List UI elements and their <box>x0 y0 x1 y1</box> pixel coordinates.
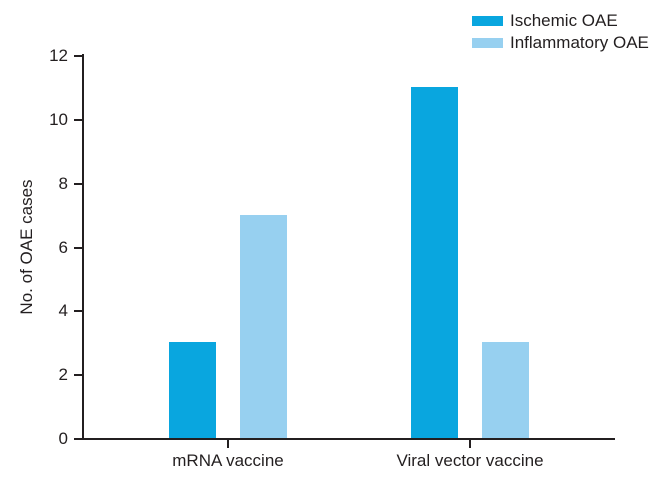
bar-inflammatory-1 <box>482 342 529 438</box>
legend-swatch-inflammatory-icon <box>472 38 503 48</box>
chart-legend: Ischemic OAE Inflammatory OAE <box>472 10 649 54</box>
y-axis-tick <box>74 246 82 249</box>
y-axis-tick-label: 6 <box>58 237 68 257</box>
y-axis-tick-label: 2 <box>58 365 68 385</box>
x-axis-line <box>82 438 615 440</box>
y-axis-tick-label: 4 <box>58 301 68 321</box>
y-axis-line <box>82 54 84 440</box>
legend-label-inflammatory: Inflammatory OAE <box>510 33 649 52</box>
y-axis-tick <box>74 374 82 377</box>
legend-item-inflammatory: Inflammatory OAE <box>472 32 649 54</box>
legend-item-ischemic: Ischemic OAE <box>472 10 649 32</box>
bar-inflammatory-0 <box>240 214 287 438</box>
x-axis-category-label: mRNA vaccine <box>172 451 284 470</box>
y-axis-tick <box>74 182 82 185</box>
legend-swatch-ischemic-icon <box>472 16 503 26</box>
y-axis-tick <box>74 438 82 440</box>
x-axis-tick <box>227 440 229 448</box>
bar-ischemic-1 <box>411 86 458 438</box>
y-axis-tick-label: 0 <box>58 429 68 448</box>
y-axis-tick <box>74 310 82 313</box>
x-axis-category-label: Viral vector vaccine <box>396 451 544 470</box>
y-axis-tick-label: 8 <box>58 173 68 193</box>
x-axis-tick <box>469 440 471 448</box>
y-axis-tick-label: 10 <box>49 109 68 129</box>
y-axis-tick <box>74 55 82 57</box>
bar-ischemic-0 <box>169 342 216 438</box>
y-axis-title: No. of OAE cases <box>17 179 36 315</box>
y-axis-tick <box>74 118 82 121</box>
legend-label-ischemic: Ischemic OAE <box>510 11 618 30</box>
y-axis-tick-label: 12 <box>49 46 68 65</box>
